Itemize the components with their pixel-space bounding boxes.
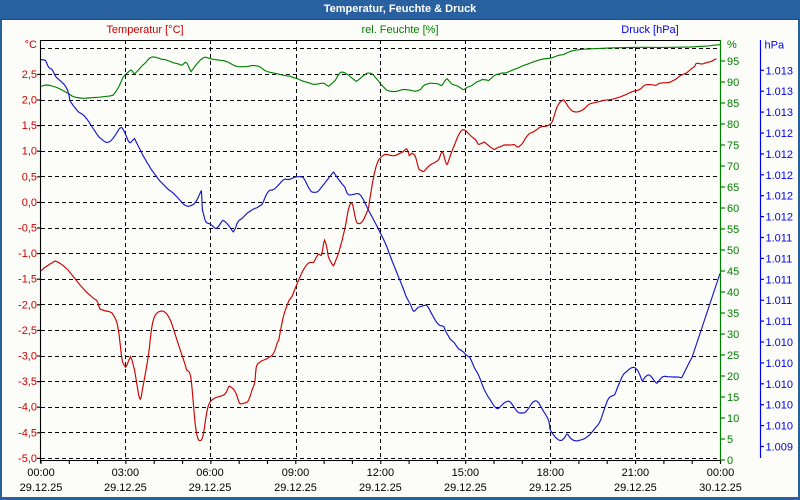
svg-text:1.010: 1.010 [766,421,794,433]
svg-text:1.010: 1.010 [766,337,794,349]
svg-text:06:00: 06:00 [196,467,224,479]
svg-text:50: 50 [727,245,739,257]
svg-text:65: 65 [727,182,739,194]
svg-text:09:00: 09:00 [282,467,310,479]
svg-text:hPa: hPa [765,40,785,52]
svg-text:1.012: 1.012 [766,191,794,203]
svg-text:5: 5 [727,434,733,446]
svg-text:30: 30 [727,329,739,341]
svg-text:35: 35 [727,308,739,320]
svg-text:Temperatur [°C]: Temperatur [°C] [106,24,183,36]
svg-text:15: 15 [727,392,739,404]
svg-text:2,0: 2,0 [22,95,37,107]
svg-text:29.12.25: 29.12.25 [189,482,232,494]
svg-text:25: 25 [727,350,739,362]
svg-text:2,5: 2,5 [22,69,37,81]
svg-text:-0,5: -0,5 [18,223,37,235]
svg-text:0,5: 0,5 [22,171,37,183]
svg-text:95: 95 [727,56,739,68]
svg-text:00:00: 00:00 [707,467,735,479]
svg-text:Druck [hPa]: Druck [hPa] [621,24,678,36]
svg-text:90: 90 [727,77,739,89]
svg-text:55: 55 [727,224,739,236]
svg-text:1.011: 1.011 [766,233,793,245]
svg-text:70: 70 [727,161,739,173]
svg-text:29.12.25: 29.12.25 [20,482,63,494]
svg-text:-2,5: -2,5 [18,325,37,337]
svg-text:1.012: 1.012 [766,170,794,182]
svg-text:-3,5: -3,5 [18,376,37,388]
svg-text:%: % [727,39,737,51]
svg-text:0,0: 0,0 [22,197,37,209]
svg-text:1.013: 1.013 [766,65,794,77]
svg-text:75: 75 [727,140,739,152]
svg-text:85: 85 [727,98,739,110]
svg-text:1.013: 1.013 [766,86,794,98]
svg-text:29.12.25: 29.12.25 [359,482,402,494]
svg-text:-2,0: -2,0 [18,299,37,311]
svg-text:-5,0: -5,0 [18,453,37,465]
svg-text:1.012: 1.012 [766,128,794,140]
svg-text:1.011: 1.011 [766,295,793,307]
svg-text:03:00: 03:00 [112,467,140,479]
svg-text:1.012: 1.012 [766,149,794,161]
svg-text:29.12.25: 29.12.25 [614,482,657,494]
svg-text:21:00: 21:00 [622,467,650,479]
svg-text:29.12.25: 29.12.25 [274,482,317,494]
svg-text:rel. Feuchte [%]: rel. Feuchte [%] [361,24,438,36]
svg-text:0: 0 [727,455,733,467]
svg-text:29.12.25: 29.12.25 [529,482,572,494]
svg-text:1,0: 1,0 [22,146,37,158]
svg-text:1.011: 1.011 [766,316,793,328]
svg-text:1.010: 1.010 [766,400,794,412]
svg-text:18:00: 18:00 [537,467,565,479]
svg-text:29.12.25: 29.12.25 [104,482,147,494]
svg-text:20: 20 [727,371,739,383]
svg-text:80: 80 [727,119,739,131]
svg-text:1.011: 1.011 [766,253,793,265]
svg-text:1.012: 1.012 [766,212,794,224]
svg-text:1.010: 1.010 [766,379,794,391]
svg-text:1.013: 1.013 [766,107,794,119]
svg-text:-1,0: -1,0 [18,248,37,260]
svg-text:45: 45 [727,266,739,278]
svg-text:-4,5: -4,5 [18,427,37,439]
svg-text:1.009: 1.009 [766,442,794,454]
svg-text:29.12.25: 29.12.25 [444,482,487,494]
svg-text:-3,0: -3,0 [18,351,37,363]
svg-text:-4,0: -4,0 [18,402,37,414]
svg-text:1.011: 1.011 [766,274,793,286]
svg-text:1.010: 1.010 [766,358,794,370]
svg-text:00:00: 00:00 [27,467,55,479]
svg-text:10: 10 [727,413,739,425]
svg-text:30.12.25: 30.12.25 [699,482,742,494]
svg-text:60: 60 [727,203,739,215]
svg-text:40: 40 [727,287,739,299]
svg-text:°C: °C [25,39,37,51]
svg-text:12:00: 12:00 [367,467,395,479]
svg-text:-1,5: -1,5 [18,274,37,286]
svg-text:15:00: 15:00 [452,467,480,479]
svg-text:1,5: 1,5 [22,120,37,132]
